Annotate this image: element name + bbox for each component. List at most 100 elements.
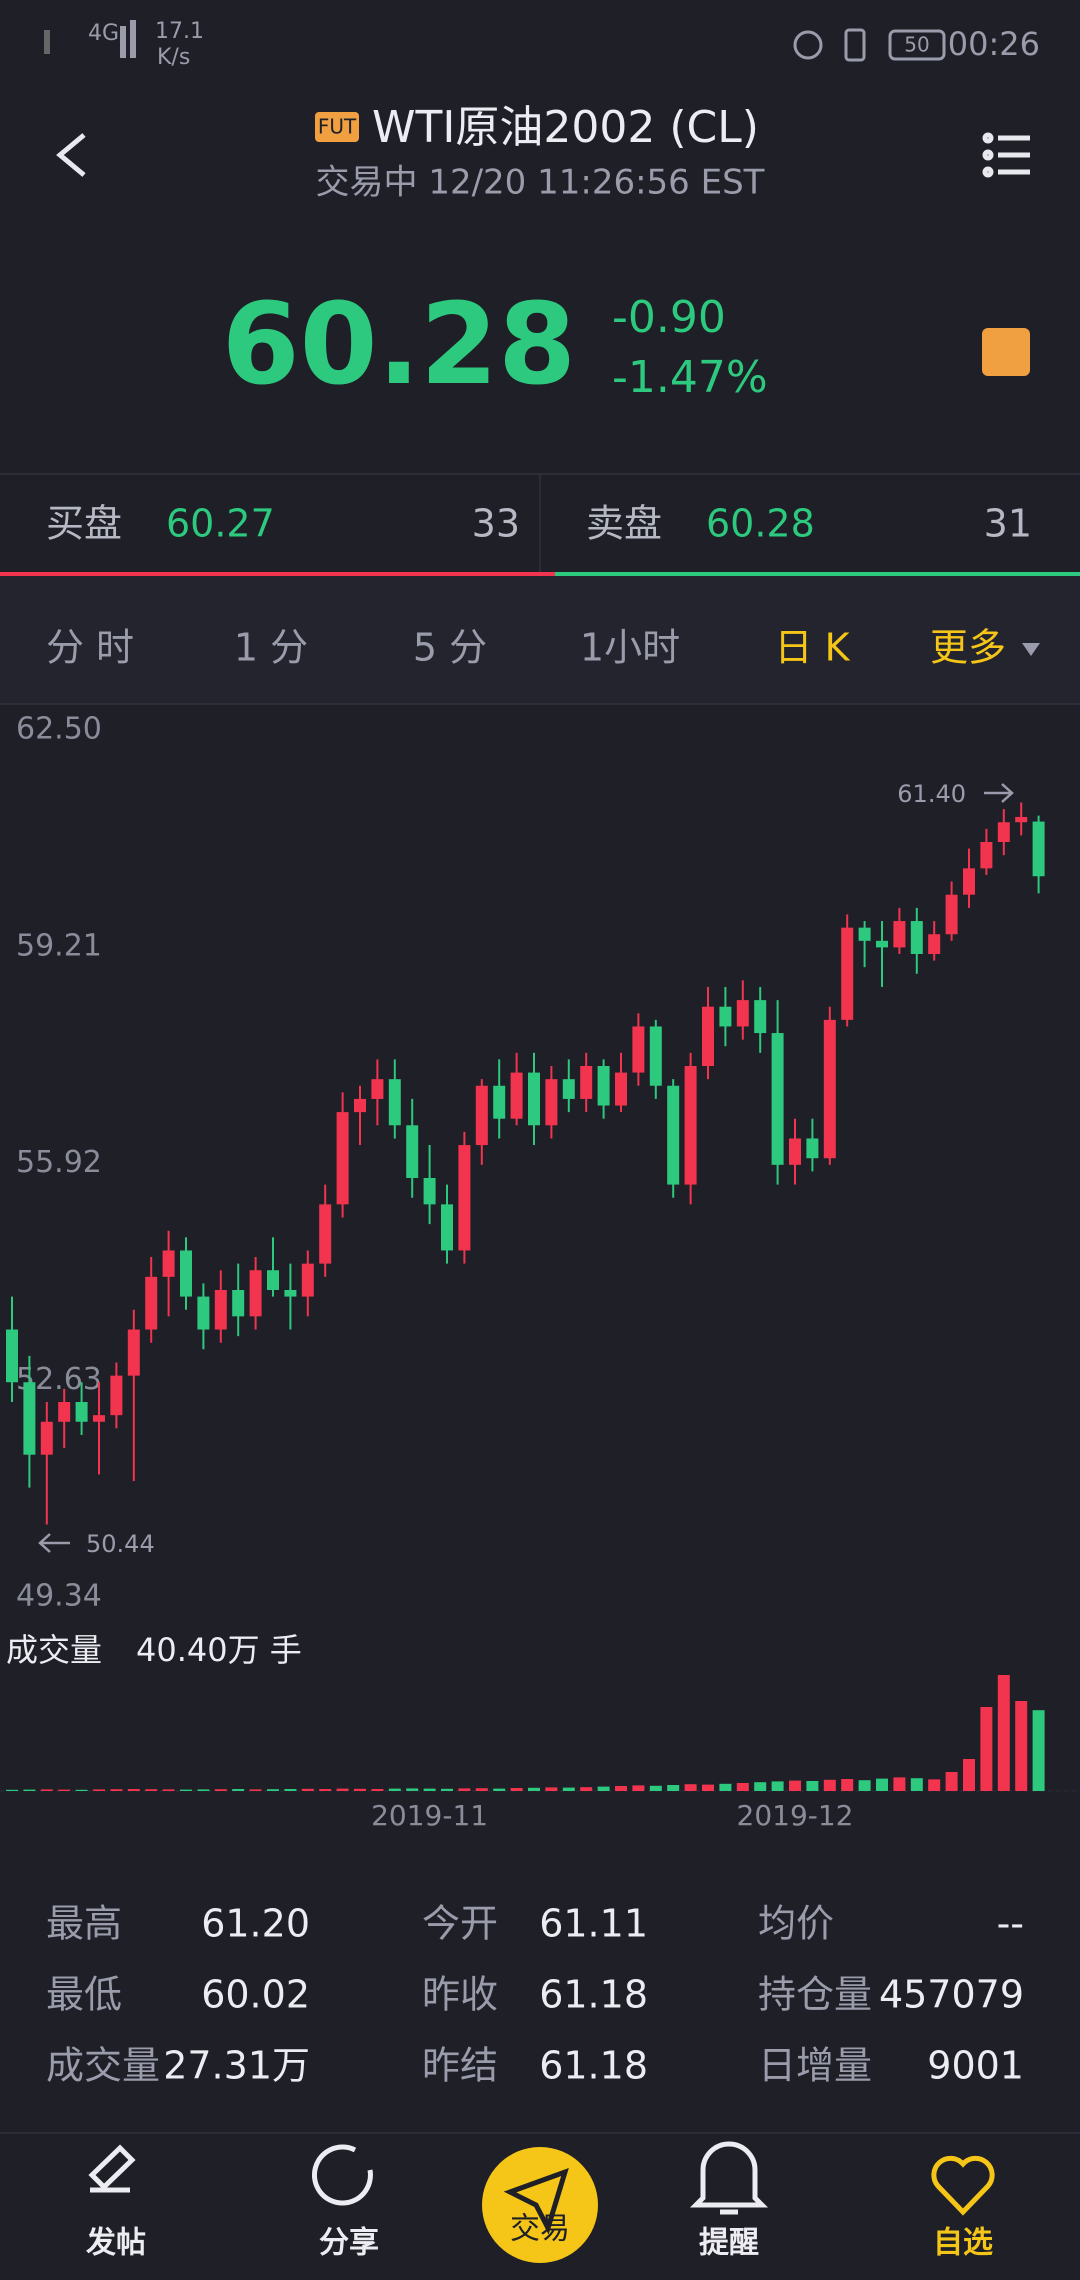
candle-body [823,1019,836,1159]
nav: 发帖 分享 交易 提醒 自选 [85,2212,993,2261]
candle-body [963,868,975,895]
order-book: 买盘 60.27 33 卖盘 60.28 31 [46,502,1032,546]
candle-body [354,1098,366,1113]
low-arrow [38,1533,70,1553]
stat-label: 持仓量 [758,1973,872,2017]
volume-bar [841,1779,854,1791]
menu-dot [982,149,994,161]
volume-bar [736,1783,749,1791]
volume-bar [1015,1701,1028,1791]
candle-body [789,1138,801,1165]
tab[interactable]: 更多 [930,626,1006,670]
tab[interactable]: 5 分 [413,626,487,670]
candle-body [197,1296,210,1330]
vibrate-icon [844,28,866,62]
badge-bg [315,112,359,142]
speed: 17.1 [155,19,204,44]
volume-bar [562,1787,575,1791]
menu-dot [982,132,994,144]
subtitle: 交易中 12/20 11:26:56 EST [316,163,765,203]
volume-bar [458,1788,471,1791]
volume-bar [475,1788,488,1791]
bid-label: 买盘 [46,502,122,546]
candle-body [475,1085,488,1146]
network: 4G [88,21,119,46]
volume-bar [371,1789,384,1791]
volume-bar [93,1789,105,1791]
nav-item[interactable]: 交易 [510,2212,570,2247]
alarm-icon [793,30,823,60]
bid-bar [0,572,555,576]
y-tick-label: 59.21 [16,928,102,963]
time: 00:26 [948,25,1040,63]
volume-bar [963,1759,975,1791]
volume-bar [910,1778,923,1791]
volume-bar [510,1788,523,1791]
volume-bar [945,1772,958,1791]
candle-body [702,1006,714,1066]
stat-label: 昨结 [422,2044,498,2088]
volume-bar [145,1789,158,1791]
candle-body [649,1026,662,1086]
stat-label: 今开 [422,1902,498,1946]
nav-item[interactable]: 自选 [933,2226,993,2261]
stat-value: 61.18 [539,1973,648,2017]
nav-item[interactable]: 发帖 [85,2226,146,2261]
candle-body [406,1125,419,1178]
nav-item[interactable]: 分享 [319,2226,379,2261]
ask-size: 31 [984,502,1032,546]
candle-body [458,1145,471,1251]
back-button[interactable] [56,133,86,177]
candle-body [180,1250,192,1297]
candle-body [267,1270,279,1290]
tab-active[interactable]: 日 K [775,626,851,670]
candle-body [58,1401,71,1422]
candle-body [336,1112,349,1205]
trade-button[interactable] [482,2147,598,2263]
volume-bar [197,1789,210,1791]
candle-body [6,1329,18,1383]
nav-item[interactable]: 提醒 [699,2226,759,2261]
volume-bar [336,1788,349,1791]
tab[interactable]: 1 分 [234,626,308,670]
tab[interactable]: 1小时 [580,626,680,670]
volume-bar [301,1788,314,1791]
candle-body [232,1289,245,1317]
candle-body [615,1072,627,1106]
stat-value: 9001 [927,2044,1024,2088]
volume-bar [180,1789,192,1791]
candle-body [441,1204,453,1251]
stat-label: 最高 [46,1902,122,1946]
candle-body [93,1415,105,1422]
volume-bar [423,1788,436,1791]
stat-value: 60.02 [201,1973,310,2017]
volume-value: 40.40万 手 [136,1631,302,1669]
signal [44,30,50,54]
candle-body [945,894,958,935]
volume-bar [771,1781,784,1791]
volume-bar [284,1789,297,1791]
volume-bar [615,1786,627,1791]
candle-body [423,1177,436,1205]
l2-icon[interactable] [982,328,1030,376]
battery: 50 [904,33,929,57]
volume-bar [597,1786,610,1791]
volume-bar [997,1675,1010,1791]
ask-bar [555,572,1080,576]
ask-price: 60.28 [706,502,815,546]
volume-bar [388,1788,401,1791]
volume-title: 成交量 [6,1631,102,1669]
tab[interactable]: 分 时 [46,626,134,670]
candle-body [23,1382,36,1455]
bid-price: 60.27 [166,502,275,546]
volume-bar [1032,1710,1045,1791]
candle-body [510,1072,523,1119]
stat-value: 61.20 [201,1902,310,1946]
volume-bar [684,1784,697,1791]
dropdown-icon [1022,643,1040,656]
volume-bar [127,1789,140,1791]
watchlist-icon [931,2155,995,2216]
menu-button[interactable] [982,132,1030,178]
candle-body [528,1072,540,1126]
